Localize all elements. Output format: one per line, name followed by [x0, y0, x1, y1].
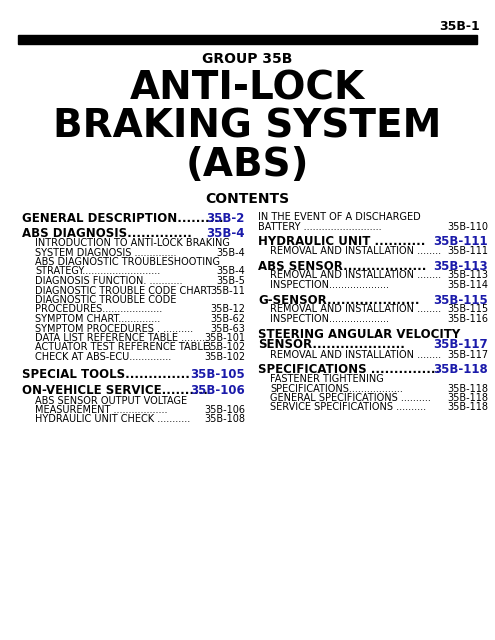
Text: ABS SENSOR..................: ABS SENSOR..................	[258, 259, 426, 273]
Text: FASTENER TIGHTENING: FASTENER TIGHTENING	[270, 374, 384, 384]
Text: 35B-110: 35B-110	[447, 221, 488, 232]
Text: SYMPTOM PROCEDURES . ..........: SYMPTOM PROCEDURES . ..........	[35, 323, 193, 333]
Text: REMOVAL AND INSTALLATION ........: REMOVAL AND INSTALLATION ........	[270, 246, 441, 256]
Text: 35B-113: 35B-113	[447, 271, 488, 280]
Text: 35B-115: 35B-115	[447, 305, 488, 314]
Text: SPECIFICATIONS ...............: SPECIFICATIONS ...............	[258, 363, 440, 376]
Text: DIAGNOSTIC TROUBLE CODE CHART. .: DIAGNOSTIC TROUBLE CODE CHART. .	[35, 285, 220, 296]
Text: 35B-111: 35B-111	[447, 246, 488, 256]
Text: 35B-4: 35B-4	[216, 266, 245, 276]
Text: 35B-2: 35B-2	[206, 212, 245, 225]
Text: INSPECTION....................: INSPECTION....................	[270, 314, 389, 324]
Text: 35B-118: 35B-118	[447, 393, 488, 403]
Text: 35B-102: 35B-102	[204, 342, 245, 353]
Text: 35B-118: 35B-118	[433, 363, 488, 376]
Text: 35B-118: 35B-118	[447, 383, 488, 394]
Text: 35B-106: 35B-106	[190, 385, 245, 397]
Text: 35B-117: 35B-117	[447, 349, 488, 360]
Text: SENSOR....................: SENSOR....................	[258, 339, 405, 351]
Text: 35B-102: 35B-102	[204, 352, 245, 362]
Text: 35B-108: 35B-108	[204, 415, 245, 424]
Text: BATTERY ..........................: BATTERY ..........................	[258, 221, 382, 232]
Text: ABS DIAGNOSIS..............: ABS DIAGNOSIS..............	[22, 227, 192, 240]
Text: STRATEGY..........................: STRATEGY..........................	[35, 266, 160, 276]
Text: STEERING ANGULAR VELOCITY: STEERING ANGULAR VELOCITY	[258, 328, 460, 340]
Text: ABS DIAGNOSTIC TROUBLESHOOTING: ABS DIAGNOSTIC TROUBLESHOOTING	[35, 257, 220, 267]
Text: 35B-113: 35B-113	[434, 259, 488, 273]
Text: 35B-11: 35B-11	[210, 285, 245, 296]
Text: SPECIAL TOOLS..............: SPECIAL TOOLS..............	[22, 367, 190, 381]
Text: REMOVAL AND INSTALLATION ........: REMOVAL AND INSTALLATION ........	[270, 349, 441, 360]
Text: 35B-4: 35B-4	[206, 227, 245, 240]
Text: GROUP 35B: GROUP 35B	[202, 52, 292, 66]
Text: 35B-5: 35B-5	[216, 276, 245, 286]
Text: DIAGNOSIS FUNCTION. ...........: DIAGNOSIS FUNCTION. ...........	[35, 276, 183, 286]
Text: MEASUREMENT ..................: MEASUREMENT ..................	[35, 405, 167, 415]
Text: 35B-105: 35B-105	[190, 367, 245, 381]
Text: 35B-117: 35B-117	[434, 339, 488, 351]
Text: ABS SENSOR OUTPUT VOLTAGE: ABS SENSOR OUTPUT VOLTAGE	[35, 396, 187, 406]
Text: GENERAL SPECIFICATIONS ..........: GENERAL SPECIFICATIONS ..........	[270, 393, 431, 403]
Text: 35B-106: 35B-106	[204, 405, 245, 415]
Text: INSPECTION....................: INSPECTION....................	[270, 280, 389, 290]
Text: 35B-116: 35B-116	[447, 314, 488, 324]
Text: 35B-111: 35B-111	[434, 235, 488, 248]
Text: IN THE EVENT OF A DISCHARGED: IN THE EVENT OF A DISCHARGED	[258, 212, 421, 222]
Text: 35B-118: 35B-118	[447, 403, 488, 413]
Text: G-SENSOR....................: G-SENSOR....................	[258, 294, 419, 307]
Text: 35B-4: 35B-4	[216, 248, 245, 257]
Text: GENERAL DESCRIPTION..........: GENERAL DESCRIPTION..........	[22, 212, 224, 225]
Text: SPECIFICATIONS..................: SPECIFICATIONS..................	[270, 383, 403, 394]
Text: SERVICE SPECIFICATIONS ..........: SERVICE SPECIFICATIONS ..........	[270, 403, 426, 413]
Text: HYDRAULIC UNIT CHECK ...........: HYDRAULIC UNIT CHECK ...........	[35, 415, 190, 424]
Text: SYSTEM DIAGNOSIS ..............: SYSTEM DIAGNOSIS ..............	[35, 248, 177, 257]
Text: BRAKING SYSTEM: BRAKING SYSTEM	[53, 108, 441, 146]
Text: 35B-62: 35B-62	[210, 314, 245, 324]
Text: PROCEDURES....................: PROCEDURES....................	[35, 305, 162, 314]
Text: REMOVAL AND INSTALLATION ........: REMOVAL AND INSTALLATION ........	[270, 305, 441, 314]
Bar	[18, 35, 477, 44]
Text: CHECK AT ABS-ECU..............: CHECK AT ABS-ECU..............	[35, 352, 171, 362]
Text: 35B-1: 35B-1	[439, 20, 480, 33]
Text: ANTI-LOCK: ANTI-LOCK	[129, 70, 364, 108]
Text: REMOVAL AND INSTALLATION ........: REMOVAL AND INSTALLATION ........	[270, 271, 441, 280]
Text: ACTUATOR TEST REFERENCE TABLE. .: ACTUATOR TEST REFERENCE TABLE. .	[35, 342, 218, 353]
Text: 35B-114: 35B-114	[447, 280, 488, 290]
Text: HYDRAULIC UNIT ...........: HYDRAULIC UNIT ...........	[258, 235, 425, 248]
Text: 35B-12: 35B-12	[210, 305, 245, 314]
Text: DIAGNOSTIC TROUBLE CODE: DIAGNOSTIC TROUBLE CODE	[35, 295, 176, 305]
Text: DATA LIST REFERENCE TABLE ........: DATA LIST REFERENCE TABLE ........	[35, 333, 205, 343]
Text: (ABS): (ABS)	[185, 146, 309, 184]
Text: ON-VEHICLE SERVICE..........: ON-VEHICLE SERVICE..........	[22, 385, 208, 397]
Text: INTRODUCTION TO ANTI-LOCK BRAKING: INTRODUCTION TO ANTI-LOCK BRAKING	[35, 238, 230, 248]
Text: 35B-101: 35B-101	[204, 333, 245, 343]
Text: 35B-115: 35B-115	[433, 294, 488, 307]
Text: CONTENTS: CONTENTS	[205, 192, 289, 206]
Text: 35B-63: 35B-63	[210, 323, 245, 333]
Text: SYMPTOM CHART..............: SYMPTOM CHART..............	[35, 314, 160, 324]
